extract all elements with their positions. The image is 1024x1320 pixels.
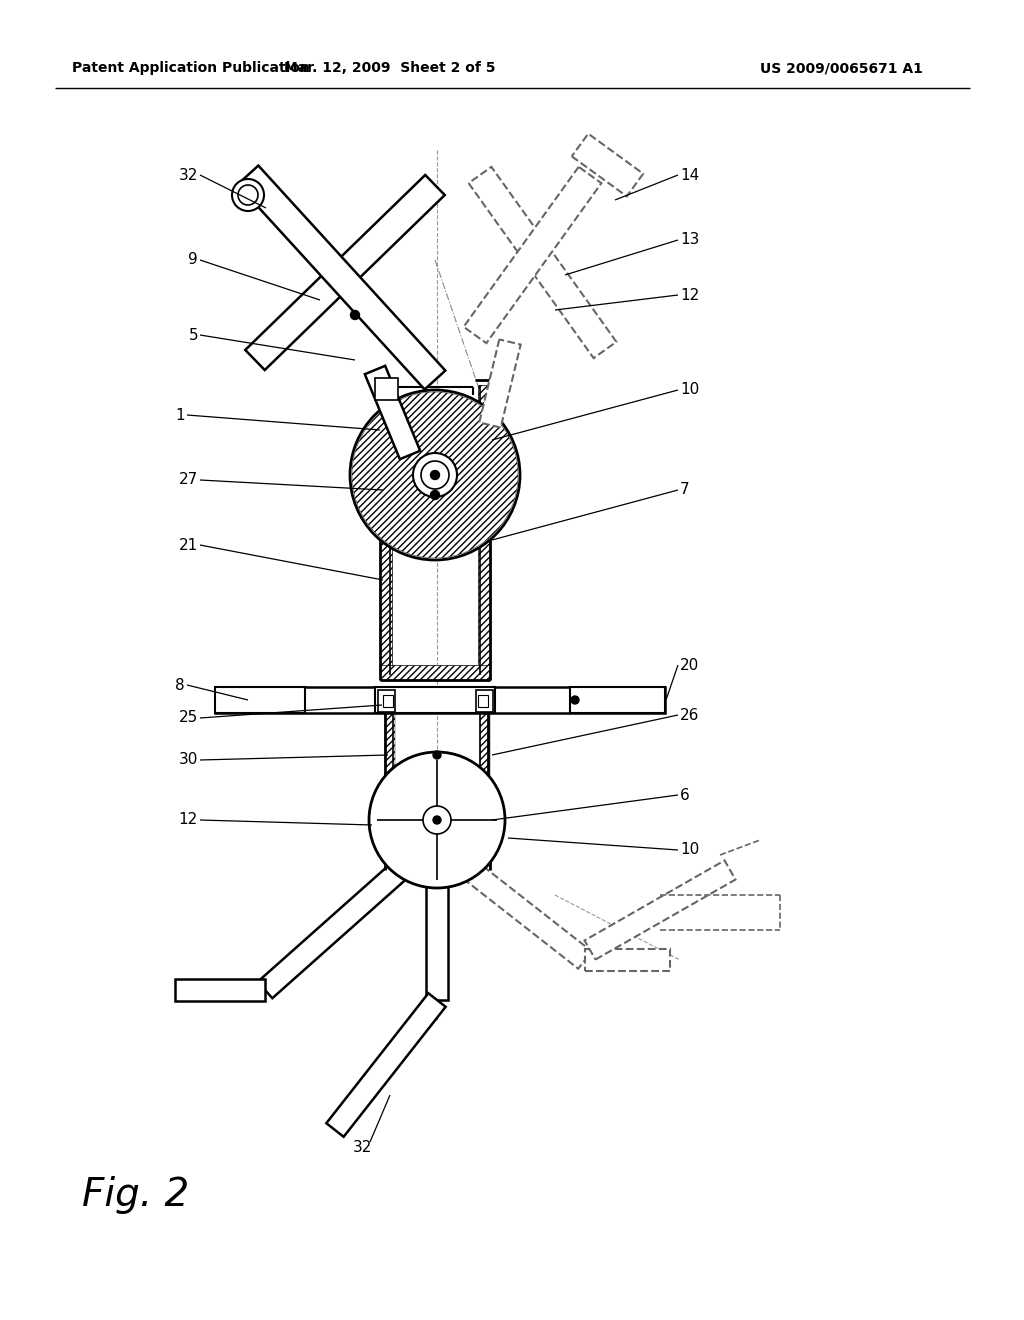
Circle shape bbox=[433, 816, 441, 824]
Polygon shape bbox=[175, 979, 265, 1001]
Circle shape bbox=[232, 180, 264, 211]
Bar bbox=[215, 686, 305, 713]
Circle shape bbox=[433, 751, 441, 759]
Polygon shape bbox=[426, 880, 449, 1001]
Polygon shape bbox=[585, 949, 670, 972]
Bar bbox=[383, 696, 393, 708]
Bar bbox=[478, 385, 490, 675]
Text: 14: 14 bbox=[680, 168, 699, 182]
Polygon shape bbox=[585, 861, 735, 960]
Text: 25: 25 bbox=[179, 710, 198, 726]
Text: 9: 9 bbox=[188, 252, 198, 268]
Text: 21: 21 bbox=[179, 537, 198, 553]
Polygon shape bbox=[479, 339, 520, 428]
Polygon shape bbox=[469, 166, 616, 358]
Text: Patent Application Publication: Patent Application Publication bbox=[72, 61, 309, 75]
Polygon shape bbox=[238, 165, 445, 389]
Circle shape bbox=[571, 696, 579, 704]
Polygon shape bbox=[215, 686, 665, 713]
Text: 32: 32 bbox=[178, 168, 198, 182]
Text: 1: 1 bbox=[175, 408, 185, 422]
Polygon shape bbox=[463, 862, 592, 969]
Text: 10: 10 bbox=[680, 842, 699, 858]
Circle shape bbox=[238, 185, 258, 205]
Polygon shape bbox=[258, 862, 408, 998]
Text: 8: 8 bbox=[175, 677, 185, 693]
Text: 26: 26 bbox=[680, 708, 699, 722]
Text: 12: 12 bbox=[680, 288, 699, 302]
Text: 13: 13 bbox=[680, 232, 699, 248]
Bar bbox=[480, 713, 490, 789]
Circle shape bbox=[423, 807, 451, 834]
Text: Fig. 2: Fig. 2 bbox=[82, 1176, 189, 1214]
Text: 27: 27 bbox=[179, 473, 198, 487]
Polygon shape bbox=[327, 993, 445, 1137]
Bar bbox=[570, 686, 665, 713]
Circle shape bbox=[350, 310, 359, 319]
Text: 6: 6 bbox=[680, 788, 690, 803]
Bar bbox=[375, 686, 495, 713]
Text: Mar. 12, 2009  Sheet 2 of 5: Mar. 12, 2009 Sheet 2 of 5 bbox=[285, 61, 496, 75]
Text: 7: 7 bbox=[680, 483, 689, 498]
Bar bbox=[478, 696, 488, 708]
Circle shape bbox=[430, 470, 439, 479]
Circle shape bbox=[421, 461, 449, 488]
Bar bbox=[385, 713, 395, 789]
Bar bbox=[380, 385, 392, 675]
Polygon shape bbox=[365, 366, 420, 459]
Bar bbox=[378, 690, 395, 711]
Text: 10: 10 bbox=[680, 383, 699, 397]
Text: 20: 20 bbox=[680, 657, 699, 672]
Text: 30: 30 bbox=[178, 752, 198, 767]
Circle shape bbox=[352, 392, 518, 558]
Text: US 2009/0065671 A1: US 2009/0065671 A1 bbox=[760, 61, 923, 75]
Polygon shape bbox=[571, 133, 643, 197]
Text: 12: 12 bbox=[179, 813, 198, 828]
Polygon shape bbox=[245, 176, 444, 370]
Circle shape bbox=[369, 752, 505, 888]
Text: 5: 5 bbox=[188, 327, 198, 342]
Bar bbox=[476, 690, 493, 711]
Bar bbox=[375, 378, 398, 400]
Text: 32: 32 bbox=[353, 1140, 373, 1155]
Circle shape bbox=[430, 491, 439, 499]
Circle shape bbox=[350, 389, 520, 560]
Circle shape bbox=[413, 453, 457, 498]
Bar bbox=[380, 665, 490, 680]
Polygon shape bbox=[464, 166, 601, 343]
